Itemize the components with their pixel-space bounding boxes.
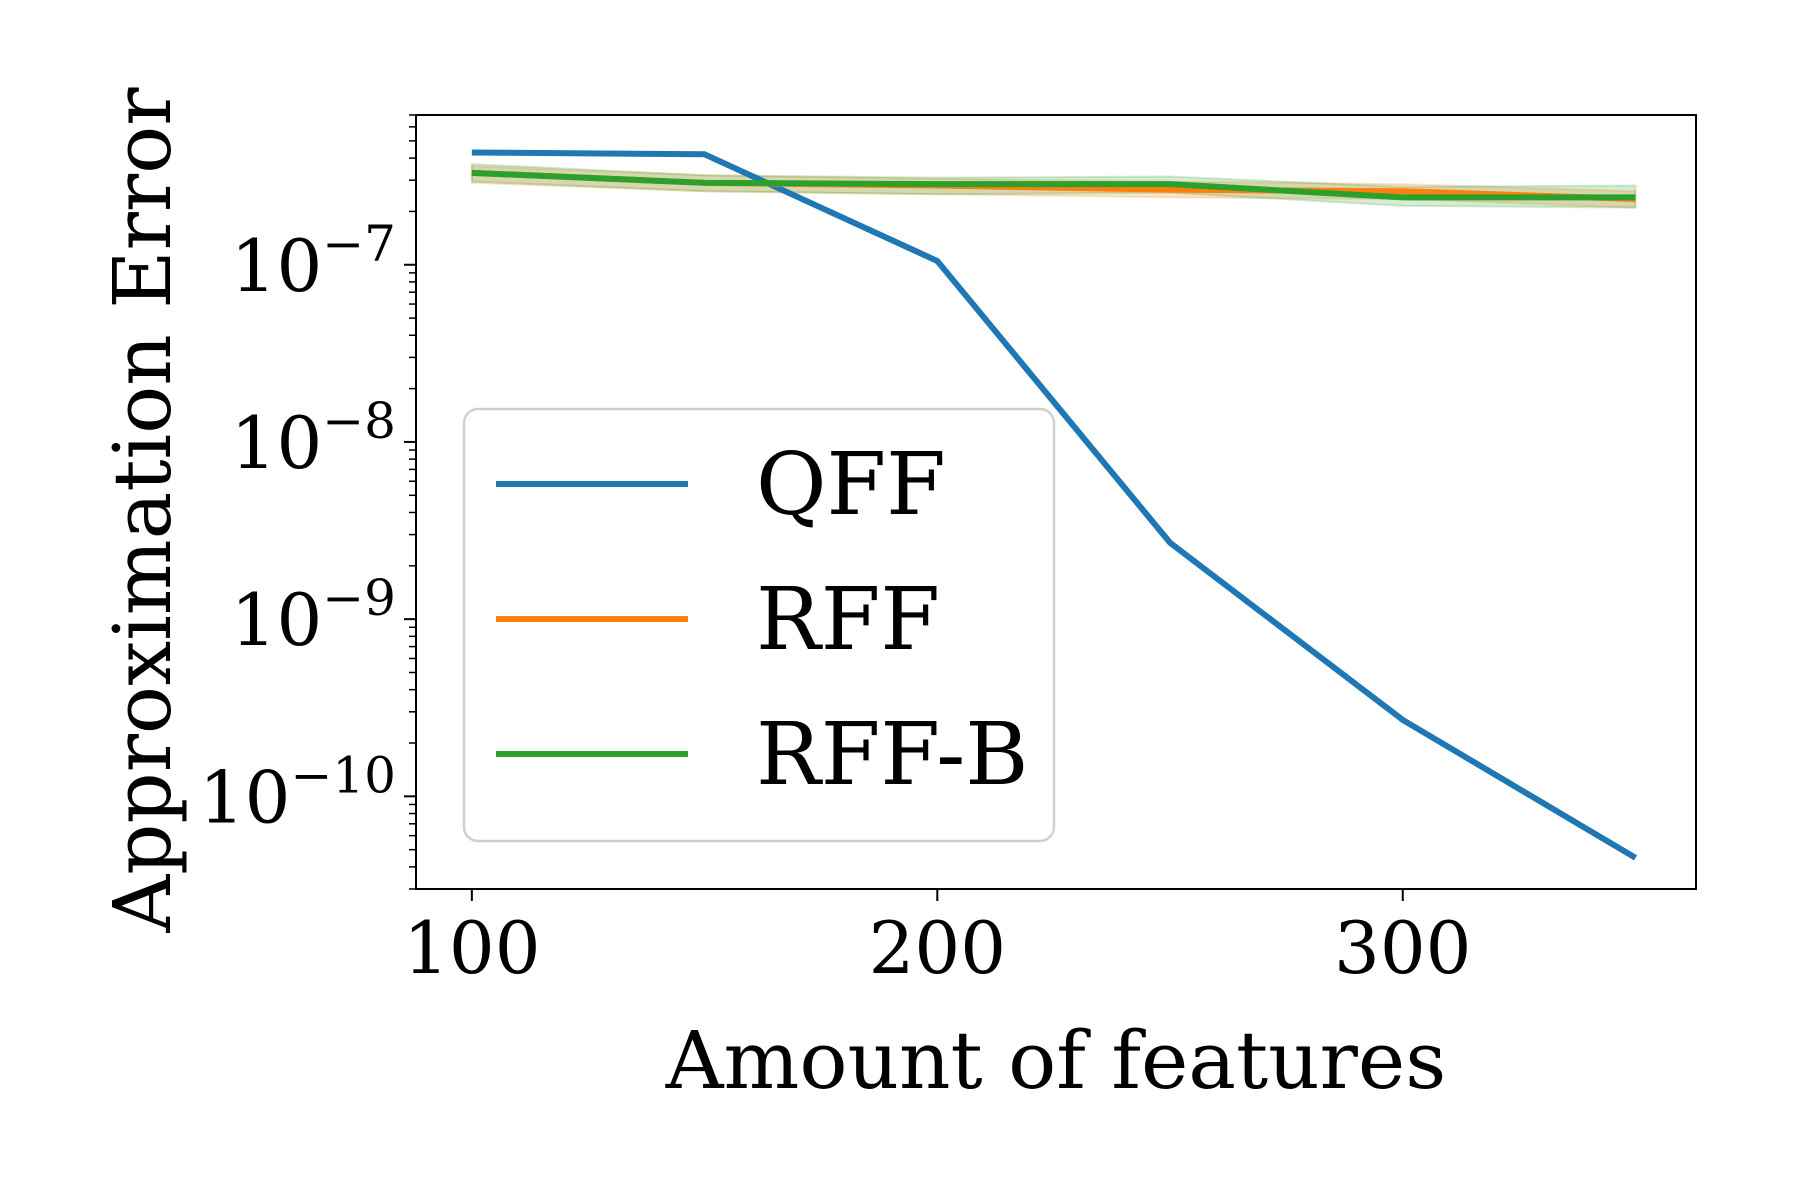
x-tick-label: 100 bbox=[403, 906, 540, 990]
y-tick-label: 10−7 bbox=[231, 215, 396, 308]
x-tick-label: 300 bbox=[1334, 906, 1471, 990]
series-line-rff-b bbox=[471, 169, 1636, 201]
x-axis-title: Amount of features bbox=[665, 1014, 1447, 1107]
legend-label-qff: QFF bbox=[756, 435, 946, 535]
y-minor-ticks bbox=[409, 114, 416, 890]
legend: QFF RFF RFF-B bbox=[462, 407, 1056, 843]
legend-label-rff: RFF bbox=[756, 570, 940, 670]
plot-area-frame bbox=[415, 114, 1697, 890]
y-tick-label: 10−9 bbox=[231, 569, 396, 662]
y-tick-label: 10−10 bbox=[199, 746, 396, 839]
legend-label-rff-b: RFF-B bbox=[756, 705, 1029, 805]
x-ticks: 100 200 300 bbox=[403, 889, 1471, 990]
x-tick-label: 200 bbox=[869, 906, 1006, 990]
y-tick-label: 10−8 bbox=[231, 392, 396, 485]
series-line-qff bbox=[471, 149, 1638, 861]
series-lines bbox=[471, 149, 1638, 861]
legend-box bbox=[462, 407, 1056, 843]
y-major-ticks: 10−7 10−8 10−9 10−10 bbox=[199, 215, 416, 839]
y-axis-title: Approximation Error bbox=[96, 87, 189, 934]
